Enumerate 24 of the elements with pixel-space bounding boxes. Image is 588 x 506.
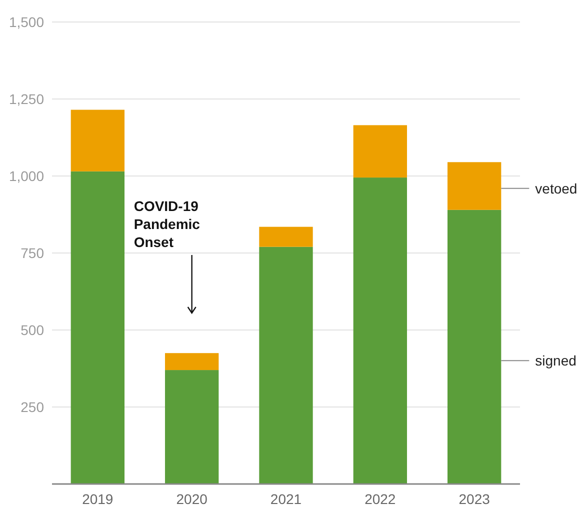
y-tick-label: 750 (20, 244, 44, 261)
bar (70, 171, 125, 484)
bar (447, 210, 502, 484)
y-tick-label: 1,250 (8, 90, 44, 107)
bar (353, 178, 407, 484)
bar (353, 125, 407, 178)
x-tick-label: 2020 (176, 491, 208, 506)
bar (70, 110, 125, 172)
text: signed (535, 352, 576, 369)
x-tick-label: 2019 (82, 491, 114, 506)
y-tick-label: 1,000 (8, 168, 44, 184)
x-tick-label: 2023 (458, 491, 490, 506)
text: vetoed (535, 180, 578, 196)
x-tick-label: 2022 (364, 491, 396, 506)
y-tick-label: 1,500 (8, 14, 44, 30)
bar (259, 246, 313, 484)
y-tick-label: 500 (20, 322, 44, 338)
bar (259, 226, 313, 247)
annotation: COVID-19 Pandemic Onset (134, 198, 200, 250)
bar (447, 162, 502, 210)
x-tick-label: 2021 (270, 491, 302, 506)
bar (165, 353, 219, 370)
bar (165, 370, 219, 484)
y-tick-label: 250 (20, 398, 44, 415)
